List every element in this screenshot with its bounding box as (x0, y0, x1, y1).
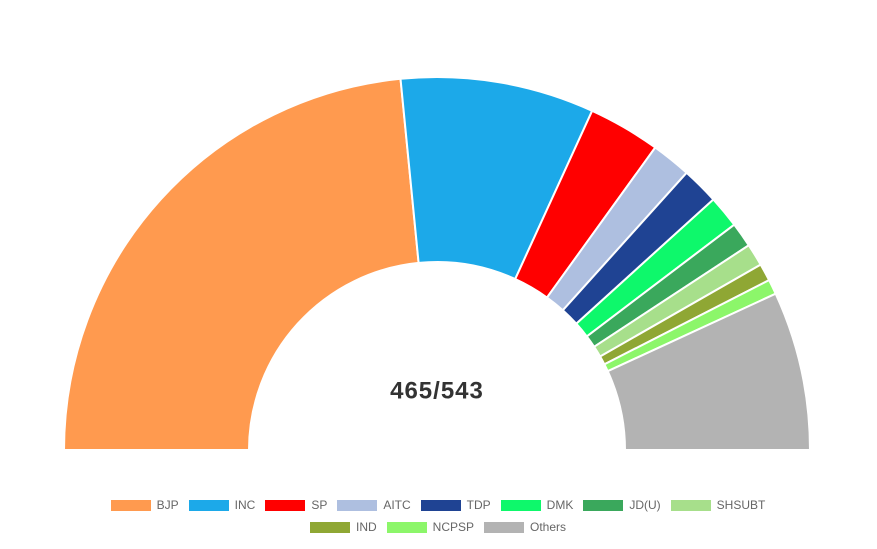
slices (62, 76, 812, 451)
legend-swatch (500, 499, 541, 511)
slice[interactable] (606, 292, 812, 451)
legend-item[interactable]: TDP (420, 498, 491, 512)
legend-label: IND (355, 520, 377, 534)
legend-swatch (386, 521, 427, 533)
legend-label: SHSUBT (716, 498, 766, 512)
legend-item[interactable]: AITC (337, 498, 411, 512)
legend-label: SP (311, 498, 328, 512)
legend-label: TDP (466, 498, 491, 512)
legend-swatch (420, 499, 461, 511)
legend-label: Others (530, 520, 567, 534)
legend-item[interactable]: IND (309, 520, 377, 534)
legend-swatch (188, 499, 229, 511)
legend-item[interactable]: BJP (110, 498, 179, 512)
legend-label: JD(U) (629, 498, 661, 512)
legend-swatch (484, 521, 524, 533)
legend-swatch (583, 499, 624, 511)
legend: BJP INC SP AITC TDP DMK JD(U) SHSUBT IND NCPSP Oth… (98, 498, 778, 534)
legend-item[interactable]: INC (188, 498, 256, 512)
legend-item[interactable]: SHSUBT (670, 498, 766, 512)
legend-label: BJP (156, 498, 179, 512)
legend-item[interactable]: SP (265, 498, 327, 512)
legend-swatch (265, 499, 306, 511)
legend-item[interactable]: DMK (500, 498, 574, 512)
legend-label: NCPSP (432, 520, 474, 534)
legend-swatch (309, 521, 350, 533)
legend-swatch (110, 499, 151, 511)
legend-label: INC (234, 498, 256, 512)
chart: 465/543 (62, 76, 812, 451)
legend-item[interactable]: NCPSP (386, 520, 474, 534)
legend-label: AITC (383, 498, 411, 512)
legend-swatch (337, 499, 378, 511)
center-label: 465/543 (390, 377, 484, 404)
legend-item[interactable]: Others (484, 520, 566, 534)
slice[interactable] (62, 77, 420, 451)
legend-swatch (670, 499, 711, 511)
legend-label: DMK (546, 498, 574, 512)
legend-item[interactable]: JD(U) (583, 498, 661, 512)
